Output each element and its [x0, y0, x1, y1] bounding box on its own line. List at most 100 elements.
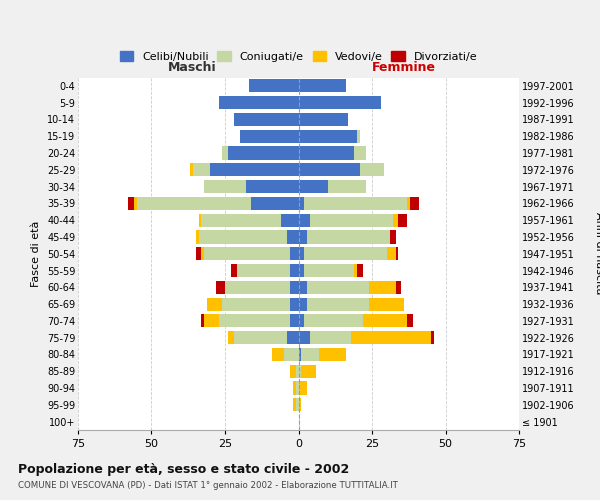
- Bar: [128, 197, 134, 210]
- Bar: [205, 247, 290, 260]
- Bar: [290, 264, 299, 277]
- Bar: [319, 348, 346, 361]
- Y-axis label: Fasce di età: Fasce di età: [31, 220, 41, 287]
- Bar: [234, 113, 299, 126]
- Bar: [398, 214, 407, 226]
- Bar: [208, 298, 222, 310]
- Bar: [310, 331, 352, 344]
- Bar: [369, 298, 404, 310]
- Bar: [299, 197, 304, 210]
- Bar: [299, 348, 301, 361]
- Bar: [228, 331, 234, 344]
- Bar: [358, 130, 360, 143]
- Bar: [299, 281, 307, 294]
- Bar: [219, 96, 299, 109]
- Bar: [307, 298, 369, 310]
- Bar: [296, 398, 299, 411]
- Bar: [299, 331, 310, 344]
- Bar: [248, 80, 299, 92]
- Bar: [355, 264, 358, 277]
- Bar: [290, 364, 296, 378]
- Bar: [287, 331, 299, 344]
- Bar: [245, 180, 299, 193]
- Bar: [299, 96, 381, 109]
- Bar: [290, 281, 299, 294]
- Bar: [293, 382, 296, 394]
- Bar: [284, 348, 299, 361]
- Bar: [222, 298, 290, 310]
- Bar: [299, 247, 304, 260]
- Bar: [387, 247, 395, 260]
- Bar: [310, 214, 392, 226]
- Bar: [196, 247, 202, 260]
- Legend: Celibi/Nubili, Coniugati/e, Vedovi/e, Divorziati/e: Celibi/Nubili, Coniugati/e, Vedovi/e, Di…: [119, 52, 478, 62]
- Bar: [234, 331, 287, 344]
- Bar: [137, 197, 251, 210]
- Bar: [225, 281, 290, 294]
- Bar: [360, 164, 384, 176]
- Bar: [307, 281, 369, 294]
- Bar: [369, 281, 395, 294]
- Bar: [299, 364, 301, 378]
- Bar: [240, 130, 299, 143]
- Bar: [216, 281, 225, 294]
- Bar: [296, 382, 299, 394]
- Bar: [328, 180, 366, 193]
- Bar: [395, 247, 398, 260]
- Bar: [190, 164, 193, 176]
- Bar: [299, 80, 346, 92]
- Bar: [355, 146, 366, 160]
- Bar: [222, 146, 228, 160]
- Bar: [199, 230, 287, 243]
- Bar: [304, 264, 355, 277]
- Bar: [410, 197, 419, 210]
- Bar: [293, 398, 296, 411]
- Text: Maschi: Maschi: [169, 61, 217, 74]
- Bar: [251, 197, 299, 210]
- Bar: [299, 180, 328, 193]
- Bar: [272, 348, 284, 361]
- Bar: [407, 314, 413, 328]
- Bar: [210, 164, 299, 176]
- Bar: [299, 264, 304, 277]
- Bar: [281, 214, 299, 226]
- Bar: [296, 364, 299, 378]
- Bar: [358, 264, 363, 277]
- Bar: [299, 230, 307, 243]
- Bar: [407, 197, 410, 210]
- Bar: [290, 247, 299, 260]
- Bar: [301, 364, 316, 378]
- Bar: [287, 230, 299, 243]
- Bar: [304, 247, 387, 260]
- Bar: [299, 130, 358, 143]
- Bar: [290, 298, 299, 310]
- Bar: [363, 314, 407, 328]
- Bar: [299, 146, 355, 160]
- Bar: [219, 314, 290, 328]
- Bar: [299, 214, 310, 226]
- Bar: [196, 230, 199, 243]
- Bar: [389, 230, 395, 243]
- Bar: [304, 314, 363, 328]
- Bar: [205, 180, 245, 193]
- Bar: [299, 164, 360, 176]
- Bar: [202, 214, 281, 226]
- Bar: [299, 314, 304, 328]
- Bar: [193, 164, 210, 176]
- Bar: [299, 298, 307, 310]
- Bar: [352, 331, 431, 344]
- Bar: [228, 146, 299, 160]
- Bar: [202, 314, 205, 328]
- Bar: [299, 382, 307, 394]
- Bar: [304, 197, 407, 210]
- Bar: [299, 398, 301, 411]
- Bar: [299, 113, 349, 126]
- Bar: [134, 197, 137, 210]
- Bar: [202, 247, 205, 260]
- Text: Popolazione per età, sesso e stato civile - 2002: Popolazione per età, sesso e stato civil…: [18, 462, 349, 475]
- Bar: [395, 281, 401, 294]
- Bar: [392, 214, 398, 226]
- Bar: [199, 214, 202, 226]
- Text: Femmine: Femmine: [373, 61, 436, 74]
- Bar: [237, 264, 290, 277]
